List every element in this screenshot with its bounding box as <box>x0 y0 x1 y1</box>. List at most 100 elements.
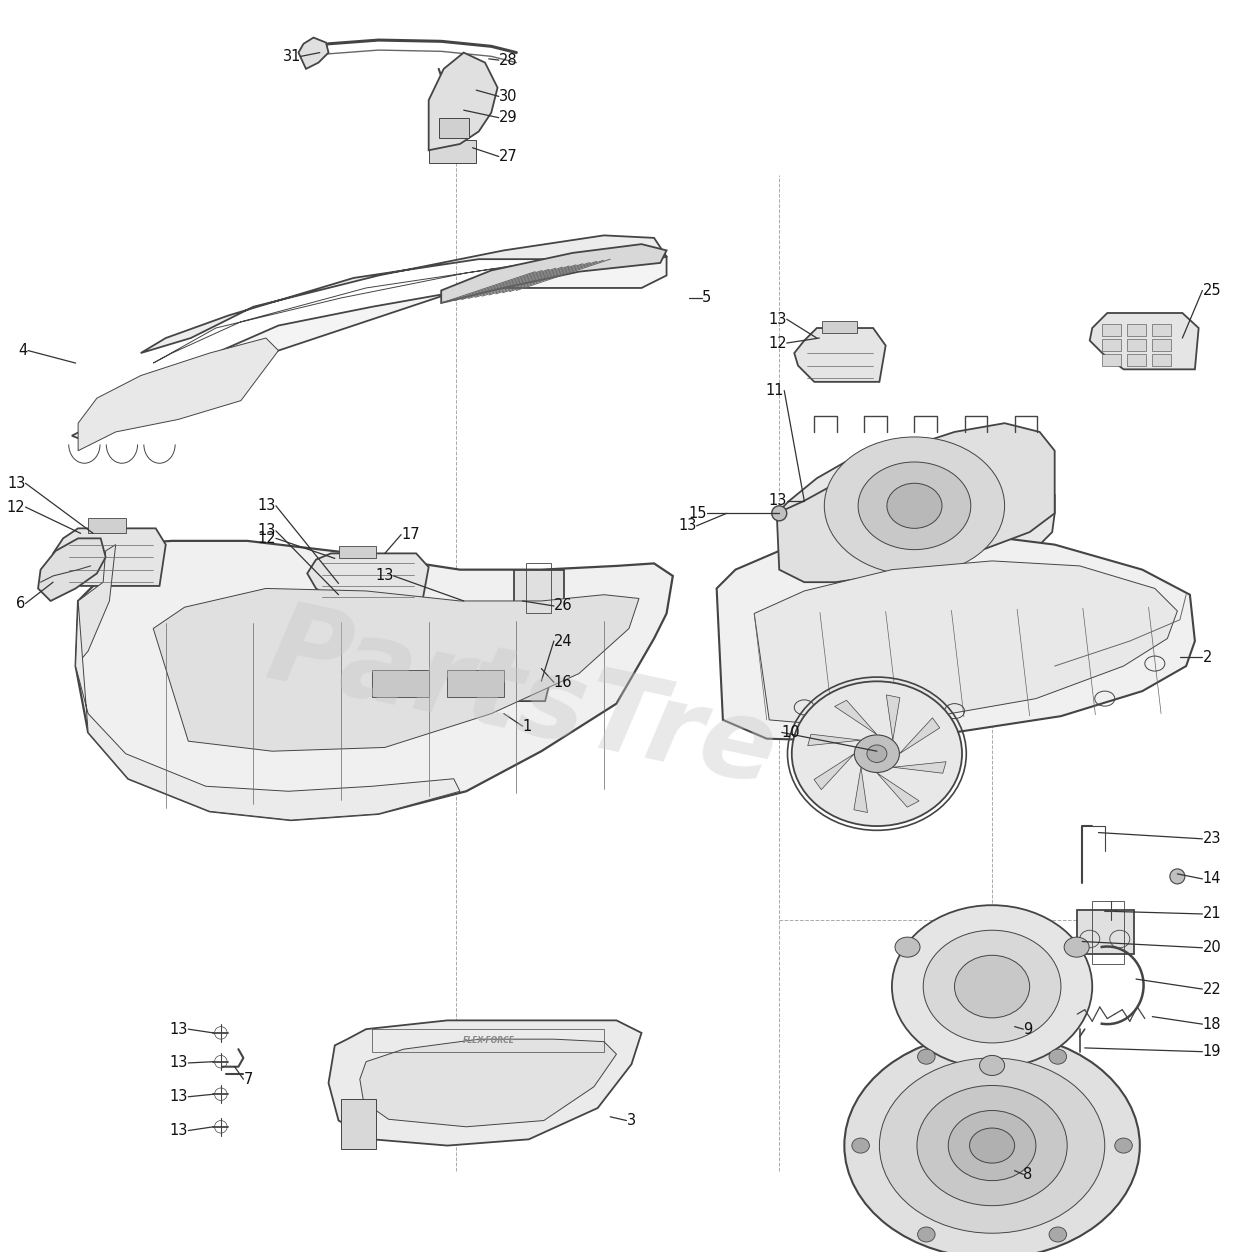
Polygon shape <box>854 767 868 813</box>
Ellipse shape <box>917 1049 935 1064</box>
Polygon shape <box>153 588 639 751</box>
Ellipse shape <box>1049 1227 1067 1242</box>
Text: 3: 3 <box>626 1113 635 1128</box>
Text: 13: 13 <box>258 498 276 513</box>
Ellipse shape <box>917 1085 1067 1206</box>
Bar <box>821 321 857 333</box>
Text: 2: 2 <box>1203 650 1211 665</box>
Ellipse shape <box>879 1058 1105 1233</box>
Text: 30: 30 <box>498 89 517 104</box>
Text: 13: 13 <box>678 518 697 533</box>
Text: 11: 11 <box>766 383 784 398</box>
Polygon shape <box>78 338 278 451</box>
Polygon shape <box>360 1039 616 1127</box>
Polygon shape <box>887 695 899 740</box>
Polygon shape <box>353 664 551 701</box>
Bar <box>1152 354 1171 366</box>
Ellipse shape <box>1064 936 1089 958</box>
Polygon shape <box>776 441 1054 566</box>
Bar <box>1152 324 1171 336</box>
Ellipse shape <box>1170 869 1185 884</box>
Text: 4: 4 <box>19 343 28 358</box>
Bar <box>372 670 429 697</box>
Bar <box>341 1099 376 1149</box>
Text: 31: 31 <box>283 49 301 64</box>
Text: 1: 1 <box>522 719 532 734</box>
Ellipse shape <box>917 1227 935 1242</box>
Bar <box>1077 910 1133 954</box>
Ellipse shape <box>955 955 1029 1018</box>
Bar <box>88 518 126 533</box>
Ellipse shape <box>824 437 1005 575</box>
Polygon shape <box>307 553 429 601</box>
Text: 19: 19 <box>1203 1044 1222 1059</box>
Ellipse shape <box>771 506 786 521</box>
Text: 24: 24 <box>554 634 572 649</box>
Ellipse shape <box>894 936 920 958</box>
Text: 23: 23 <box>1203 831 1222 846</box>
Polygon shape <box>38 538 106 601</box>
Text: 13: 13 <box>170 1055 189 1070</box>
Ellipse shape <box>854 735 899 772</box>
Polygon shape <box>75 541 673 820</box>
Text: 13: 13 <box>375 568 394 583</box>
Polygon shape <box>755 561 1177 726</box>
Polygon shape <box>328 1020 642 1146</box>
Ellipse shape <box>949 1111 1035 1181</box>
Polygon shape <box>834 700 877 735</box>
Text: 9: 9 <box>1023 1022 1033 1037</box>
Polygon shape <box>794 328 886 382</box>
Text: 25: 25 <box>1203 283 1222 298</box>
Text: 12: 12 <box>258 531 276 546</box>
Text: 13: 13 <box>170 1123 189 1138</box>
Ellipse shape <box>1049 1049 1067 1064</box>
Text: 13: 13 <box>170 1022 189 1037</box>
Text: 12: 12 <box>769 336 786 351</box>
Polygon shape <box>75 601 460 820</box>
Text: 27: 27 <box>498 149 517 164</box>
Text: 16: 16 <box>554 675 572 690</box>
Text: PartsTre: PartsTre <box>259 595 786 808</box>
Bar <box>429 140 477 163</box>
Ellipse shape <box>858 462 971 550</box>
Text: 22: 22 <box>1203 982 1222 997</box>
Polygon shape <box>298 38 328 69</box>
Ellipse shape <box>892 905 1092 1068</box>
Text: 18: 18 <box>1203 1017 1222 1032</box>
Text: FLEX-FORCE: FLEX-FORCE <box>463 1035 515 1045</box>
Text: 10: 10 <box>781 725 800 740</box>
Polygon shape <box>808 734 860 746</box>
Bar <box>1102 324 1121 336</box>
Polygon shape <box>899 717 940 754</box>
Ellipse shape <box>791 681 962 826</box>
Text: 13: 13 <box>258 523 276 538</box>
Text: 28: 28 <box>498 53 517 68</box>
Text: 14: 14 <box>1203 871 1222 886</box>
Bar <box>526 563 551 613</box>
Text: 26: 26 <box>554 598 572 613</box>
Polygon shape <box>53 528 166 586</box>
Ellipse shape <box>844 1033 1140 1252</box>
Ellipse shape <box>867 745 887 762</box>
Polygon shape <box>776 423 1054 582</box>
Text: 17: 17 <box>401 527 420 542</box>
Text: 13: 13 <box>769 312 786 327</box>
Ellipse shape <box>852 1138 869 1153</box>
Polygon shape <box>75 545 116 666</box>
Polygon shape <box>717 532 1195 741</box>
Polygon shape <box>1089 313 1199 369</box>
Polygon shape <box>893 761 946 774</box>
Text: 13: 13 <box>170 1089 189 1104</box>
Bar <box>1127 354 1146 366</box>
Bar <box>372 1029 604 1052</box>
Text: 20: 20 <box>1203 940 1222 955</box>
Ellipse shape <box>923 930 1060 1043</box>
Ellipse shape <box>980 1055 1005 1075</box>
Bar <box>1092 901 1123 964</box>
Text: 13: 13 <box>769 493 786 508</box>
Ellipse shape <box>887 483 942 528</box>
Polygon shape <box>429 53 498 150</box>
Ellipse shape <box>1115 1138 1132 1153</box>
Polygon shape <box>877 772 920 808</box>
Text: 12: 12 <box>6 500 25 515</box>
